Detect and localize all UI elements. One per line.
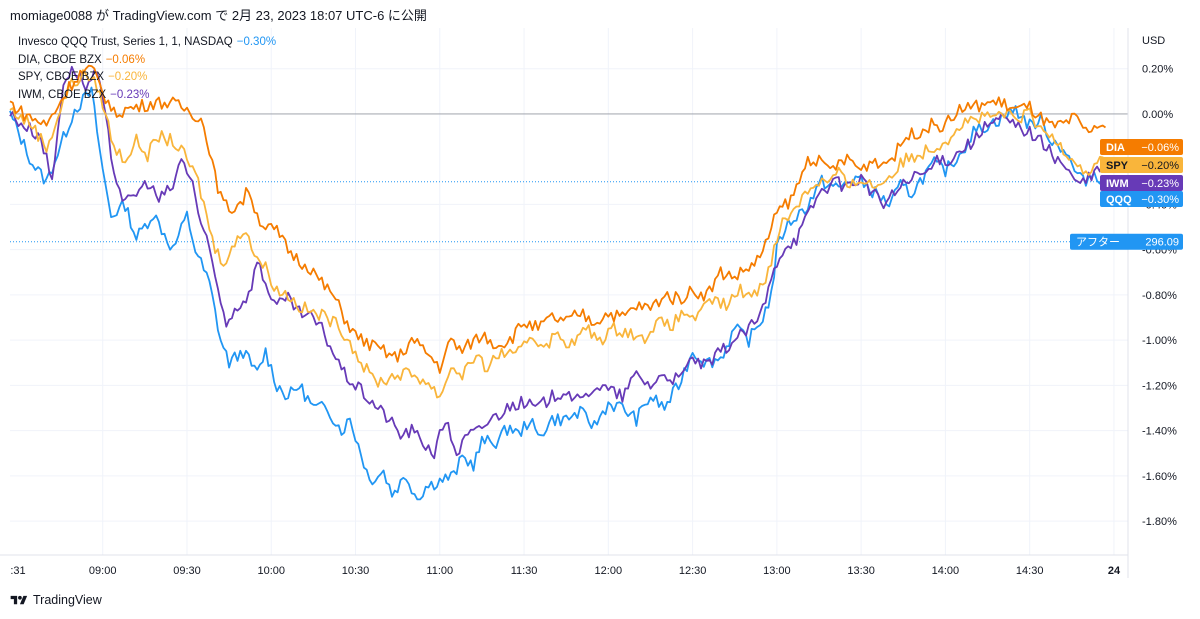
x-tick-label: 14:00 (932, 565, 960, 577)
footer-brand[interactable]: TradingView (10, 593, 102, 607)
legend-iwm-change: −0.23% (110, 88, 150, 101)
tag-symbol-iwm: IWM (1106, 178, 1129, 190)
legend-spy-change: −0.20% (108, 71, 148, 83)
x-tick-label: 13:00 (763, 565, 791, 577)
x-axis-ticks: :31 09:00 09:30 10:00 10:30 11:00 11:30 12:00 12… (10, 565, 1121, 577)
x-tick-label: 11:00 (426, 565, 453, 577)
currency-label: USD (1142, 35, 1165, 47)
series-line-dia (9, 64, 1107, 374)
chart-canvas[interactable]: USD 0.20%0.00%-0.40%-0.60%-0.80%-1.00%-1… (0, 0, 1200, 590)
legend-dia-change: −0.06% (105, 53, 146, 66)
series-line-iwm (9, 65, 1107, 460)
after-hours-label: アフター (1076, 236, 1120, 249)
tag-value-qqq: −0.30% (1141, 194, 1179, 206)
tag-symbol-dia: DIA (1106, 142, 1125, 154)
y-tick-label: -1.60% (1142, 471, 1177, 483)
x-tick-label: 09:00 (89, 565, 117, 577)
y-tick-label: 0.00% (1142, 109, 1173, 121)
legend-dia-name: DIA, CBOE BZX (18, 53, 102, 66)
legend: Invesco QQQ Trust, Series 1, 1, NASDAQ −0… (18, 34, 276, 104)
y-tick-label: -1.00% (1142, 335, 1177, 347)
y-tick-label: -1.20% (1142, 380, 1177, 392)
legend-item-qqq[interactable]: Invesco QQQ Trust, Series 1, 1, NASDAQ −0… (18, 34, 276, 52)
x-tick-label: 12:30 (679, 565, 707, 577)
publish-info: momiage0088 が TradingView.com で 2月 23, 2… (10, 8, 427, 23)
series-layer (9, 64, 1107, 501)
x-tick-label: 10:00 (257, 565, 285, 577)
y-axis-ticks: 0.20%0.00%-0.40%-0.60%-0.80%-1.00%-1.20%… (1142, 64, 1177, 528)
dotted-level-lines (10, 181, 1128, 243)
tag-bg-dia (1100, 139, 1183, 155)
tag-symbol-spy: SPY (1106, 160, 1129, 172)
legend-iwm-name: IWM, CBOE BZX (18, 88, 107, 101)
legend-spy-name: SPY, CBOE BZX (18, 71, 105, 83)
y-tick-label: -1.40% (1142, 426, 1177, 438)
y-tick-label: -0.80% (1142, 290, 1177, 302)
tag-bg-iwm (1100, 175, 1183, 191)
tag-value-iwm: −0.23% (1141, 178, 1179, 190)
legend-item-dia[interactable]: DIA, CBOE BZX −0.06% (18, 52, 276, 70)
x-tick-label: 12:00 (595, 565, 623, 577)
x-tick-label: 11:30 (511, 565, 538, 577)
last-value-tags: QQQ −0.30% DIA −0.06% SPY −0.20% IWM −0.23% アフター… (1070, 139, 1183, 250)
x-tick-label: 10:30 (342, 565, 370, 577)
y-tick-label: 0.20% (1142, 64, 1173, 76)
after-hours-tag-bg (1070, 233, 1183, 250)
x-tick-label: 14:30 (1016, 565, 1044, 577)
tag-value-dia: −0.06% (1141, 142, 1179, 154)
x-tick-label: 09:30 (173, 565, 201, 577)
x-tick-label: 24 (1108, 565, 1121, 577)
tag-value-spy: −0.20% (1141, 160, 1179, 172)
legend-qqq-name: Invesco QQQ Trust, Series 1, 1, NASDAQ (18, 36, 233, 48)
grid-lines (10, 28, 1128, 555)
series-line-qqq (9, 86, 1106, 501)
legend-qqq-change: −0.30% (236, 36, 277, 48)
legend-item-spy[interactable]: SPY, CBOE BZX −0.20% (18, 69, 276, 87)
tag-bg-qqq (1100, 191, 1183, 207)
y-tick-label: -1.80% (1142, 516, 1177, 528)
tag-bg-spy (1100, 157, 1183, 173)
x-tick-label: 13:30 (847, 565, 875, 577)
series-line-spy (9, 69, 1106, 399)
x-tick-label: :31 (10, 565, 25, 577)
footer-brand-label: TradingView (33, 593, 102, 607)
after-hours-value: 296.09 (1145, 237, 1179, 249)
legend-item-iwm[interactable]: IWM, CBOE BZX −0.23% (18, 87, 276, 105)
tradingview-logo-icon (10, 595, 28, 604)
tag-symbol-qqq: QQQ (1106, 194, 1132, 206)
